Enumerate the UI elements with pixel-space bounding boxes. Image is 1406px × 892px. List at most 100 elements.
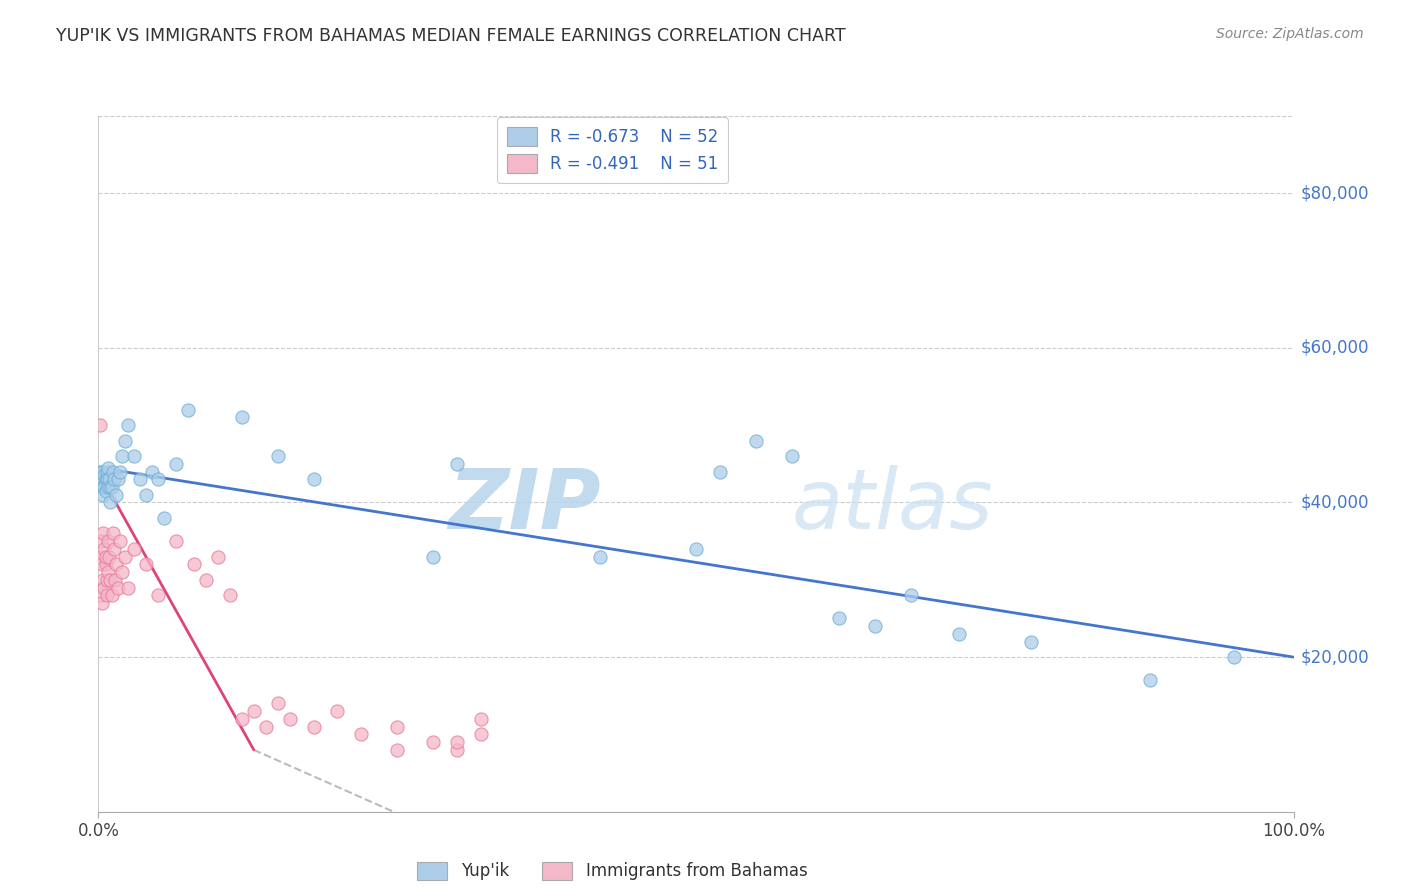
Point <box>91 472 114 486</box>
Point <box>97 565 120 579</box>
Point <box>863 619 886 633</box>
Point <box>96 472 118 486</box>
Point <box>446 743 468 757</box>
Text: $80,000: $80,000 <box>1301 185 1369 202</box>
Point <box>94 549 117 564</box>
Point <box>114 434 136 448</box>
Point <box>148 472 170 486</box>
Point <box>97 534 120 549</box>
Point <box>97 480 120 494</box>
Text: ZIP: ZIP <box>447 465 600 546</box>
Point <box>101 526 124 541</box>
Point <box>243 704 266 718</box>
Point <box>302 472 325 486</box>
Point <box>124 541 146 556</box>
Point <box>98 495 122 509</box>
Point <box>117 418 139 433</box>
Point <box>93 480 115 494</box>
Point <box>745 434 768 448</box>
Point <box>97 460 120 475</box>
Point <box>148 588 170 602</box>
Point <box>470 727 492 741</box>
Point <box>1019 634 1042 648</box>
Point <box>93 581 115 595</box>
Point <box>141 465 163 479</box>
Point <box>91 488 114 502</box>
Text: $60,000: $60,000 <box>1301 339 1369 357</box>
Point <box>124 449 146 463</box>
Point <box>302 720 325 734</box>
Point <box>105 488 128 502</box>
Point <box>165 457 187 471</box>
Text: YUP'IK VS IMMIGRANTS FROM BAHAMAS MEDIAN FEMALE EARNINGS CORRELATION CHART: YUP'IK VS IMMIGRANTS FROM BAHAMAS MEDIAN… <box>56 27 846 45</box>
Point <box>100 588 122 602</box>
Point <box>90 534 112 549</box>
Point <box>103 472 125 486</box>
Point <box>422 735 444 749</box>
Point <box>107 581 129 595</box>
Point <box>111 449 134 463</box>
Point <box>1139 673 1161 688</box>
Point <box>267 449 290 463</box>
Point <box>96 465 118 479</box>
Point <box>96 573 118 587</box>
Point <box>385 743 409 757</box>
Point <box>91 558 114 572</box>
Point <box>153 511 176 525</box>
Point <box>94 483 117 498</box>
Point <box>422 549 444 564</box>
Point <box>90 472 112 486</box>
Point <box>254 720 277 734</box>
Point <box>350 727 373 741</box>
Point <box>103 541 125 556</box>
Point <box>780 449 803 463</box>
Point <box>89 465 111 479</box>
Point <box>194 573 217 587</box>
Point <box>90 588 112 602</box>
Point <box>129 472 152 486</box>
Point <box>1222 650 1246 665</box>
Point <box>107 472 129 486</box>
Point <box>948 627 970 641</box>
Point <box>385 720 409 734</box>
Point <box>96 588 118 602</box>
Point <box>231 410 253 425</box>
Point <box>89 418 111 433</box>
Point <box>98 573 122 587</box>
Point <box>446 457 468 471</box>
Point <box>207 549 229 564</box>
Point <box>91 526 114 541</box>
Text: atlas: atlas <box>792 465 993 546</box>
Point <box>685 541 707 556</box>
Point <box>98 472 121 486</box>
Point <box>100 480 122 494</box>
Point <box>108 534 131 549</box>
Point <box>105 558 128 572</box>
Text: $20,000: $20,000 <box>1301 648 1369 666</box>
Point <box>470 712 492 726</box>
Point <box>326 704 349 718</box>
Point <box>91 465 114 479</box>
Point <box>93 541 115 556</box>
Point <box>135 558 157 572</box>
Point <box>90 480 112 494</box>
Point <box>104 573 127 587</box>
Text: $40,000: $40,000 <box>1301 493 1369 511</box>
Point <box>183 558 205 572</box>
Point <box>267 697 290 711</box>
Point <box>589 549 612 564</box>
Point <box>111 565 134 579</box>
Point <box>165 534 187 549</box>
Point <box>219 588 242 602</box>
Point <box>91 573 114 587</box>
Point <box>94 558 117 572</box>
Point <box>94 472 117 486</box>
Point <box>828 611 851 625</box>
Point <box>177 402 200 417</box>
Point <box>117 581 139 595</box>
Point <box>114 549 136 564</box>
Y-axis label: Median Female Earnings: Median Female Earnings <box>0 370 7 558</box>
Point <box>101 465 124 479</box>
Point <box>446 735 468 749</box>
Point <box>91 480 114 494</box>
